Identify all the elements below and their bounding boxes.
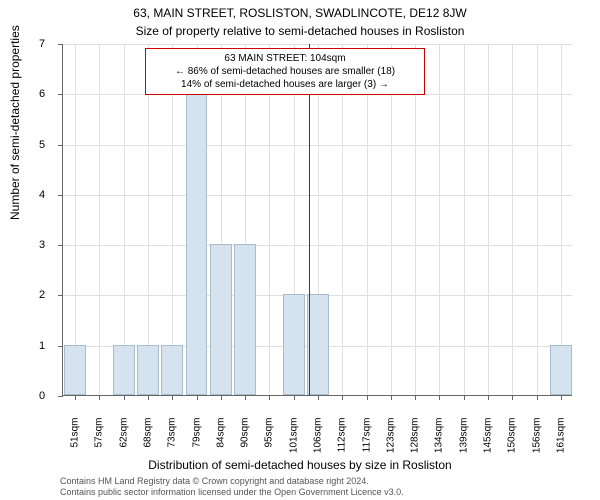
- y-tick-mark: [58, 94, 63, 95]
- gridline-vertical: [464, 44, 465, 395]
- y-tick-mark: [58, 245, 63, 246]
- x-tick-mark: [197, 395, 198, 400]
- footer-attribution: Contains HM Land Registry data © Crown c…: [60, 476, 404, 498]
- x-tick-label: 84sqm: [215, 418, 226, 458]
- footer-line2: Contains public sector information licen…: [60, 487, 404, 498]
- x-tick-label: 79sqm: [191, 418, 202, 458]
- bar: [234, 244, 256, 395]
- gridline-vertical: [415, 44, 416, 395]
- bar: [113, 345, 135, 395]
- x-tick-mark: [561, 395, 562, 400]
- gridline-vertical: [488, 44, 489, 395]
- x-tick-mark: [124, 395, 125, 400]
- x-tick-mark: [537, 395, 538, 400]
- annotation-line3: 14% of semi-detached houses are larger (…: [152, 78, 418, 91]
- gridline-vertical: [148, 44, 149, 395]
- annotation-box: 63 MAIN STREET: 104sqm← 86% of semi-deta…: [145, 48, 425, 95]
- x-tick-label: 62sqm: [118, 418, 129, 458]
- gridline-vertical: [537, 44, 538, 395]
- x-tick-mark: [391, 395, 392, 400]
- x-tick-label: 90sqm: [240, 418, 251, 458]
- y-axis-label: Number of semi-detached properties: [8, 25, 22, 220]
- x-tick-label: 134sqm: [434, 418, 445, 458]
- x-tick-mark: [342, 395, 343, 400]
- y-tick-mark: [58, 346, 63, 347]
- gridline-vertical: [439, 44, 440, 395]
- gridline-vertical: [269, 44, 270, 395]
- x-tick-label: 139sqm: [458, 418, 469, 458]
- y-tick-mark: [58, 44, 63, 45]
- chart-title-main: 63, MAIN STREET, ROSLISTON, SWADLINCOTE,…: [0, 6, 600, 20]
- bar: [307, 294, 329, 395]
- x-tick-label: 101sqm: [288, 418, 299, 458]
- gridline-vertical: [367, 44, 368, 395]
- x-tick-mark: [172, 395, 173, 400]
- gridline-vertical: [512, 44, 513, 395]
- x-tick-mark: [269, 395, 270, 400]
- annotation-line1: 63 MAIN STREET: 104sqm: [152, 52, 418, 65]
- gridline-vertical: [342, 44, 343, 395]
- bar: [210, 244, 232, 395]
- x-axis-label: Distribution of semi-detached houses by …: [0, 458, 600, 472]
- plot-area: 0123456751sqm57sqm62sqm68sqm73sqm79sqm84…: [62, 44, 572, 396]
- y-tick-mark: [58, 195, 63, 196]
- x-tick-mark: [488, 395, 489, 400]
- chart-title-sub: Size of property relative to semi-detach…: [0, 24, 600, 38]
- x-tick-label: 73sqm: [167, 418, 178, 458]
- y-tick-label: 2: [39, 289, 45, 301]
- bar: [283, 294, 305, 395]
- x-tick-label: 117sqm: [361, 418, 372, 458]
- bar: [137, 345, 159, 395]
- x-tick-label: 156sqm: [531, 418, 542, 458]
- y-tick-mark: [58, 396, 63, 397]
- x-tick-label: 128sqm: [410, 418, 421, 458]
- y-tick-label: 3: [39, 239, 45, 251]
- x-tick-mark: [512, 395, 513, 400]
- bar: [161, 345, 183, 395]
- gridline-vertical: [99, 44, 100, 395]
- bar: [186, 93, 208, 395]
- y-tick-label: 6: [39, 88, 45, 100]
- x-tick-mark: [367, 395, 368, 400]
- bar: [64, 345, 86, 395]
- x-tick-mark: [464, 395, 465, 400]
- x-tick-mark: [75, 395, 76, 400]
- reference-line: [309, 44, 310, 395]
- x-tick-mark: [439, 395, 440, 400]
- x-tick-mark: [148, 395, 149, 400]
- y-tick-label: 5: [39, 139, 45, 151]
- footer-line1: Contains HM Land Registry data © Crown c…: [60, 476, 404, 487]
- x-tick-mark: [245, 395, 246, 400]
- gridline-vertical: [561, 44, 562, 395]
- x-tick-label: 68sqm: [143, 418, 154, 458]
- gridline-vertical: [391, 44, 392, 395]
- x-tick-label: 57sqm: [94, 418, 105, 458]
- x-tick-label: 112sqm: [337, 418, 348, 458]
- gridline-vertical: [124, 44, 125, 395]
- x-tick-label: 106sqm: [313, 418, 324, 458]
- bar: [550, 345, 572, 395]
- x-tick-mark: [99, 395, 100, 400]
- x-tick-label: 161sqm: [555, 418, 566, 458]
- y-tick-label: 0: [39, 390, 45, 402]
- x-tick-label: 145sqm: [483, 418, 494, 458]
- x-tick-mark: [221, 395, 222, 400]
- x-tick-label: 51sqm: [70, 418, 81, 458]
- x-tick-label: 150sqm: [507, 418, 518, 458]
- gridline-vertical: [75, 44, 76, 395]
- x-tick-label: 95sqm: [264, 418, 275, 458]
- x-tick-label: 123sqm: [385, 418, 396, 458]
- y-tick-label: 7: [39, 38, 45, 50]
- x-tick-mark: [294, 395, 295, 400]
- annotation-line2: ← 86% of semi-detached houses are smalle…: [152, 65, 418, 78]
- chart-container: 63, MAIN STREET, ROSLISTON, SWADLINCOTE,…: [0, 0, 600, 500]
- x-tick-mark: [318, 395, 319, 400]
- y-tick-label: 4: [39, 189, 45, 201]
- y-tick-mark: [58, 145, 63, 146]
- y-tick-mark: [58, 295, 63, 296]
- y-tick-label: 1: [39, 340, 45, 352]
- x-tick-mark: [415, 395, 416, 400]
- gridline-vertical: [172, 44, 173, 395]
